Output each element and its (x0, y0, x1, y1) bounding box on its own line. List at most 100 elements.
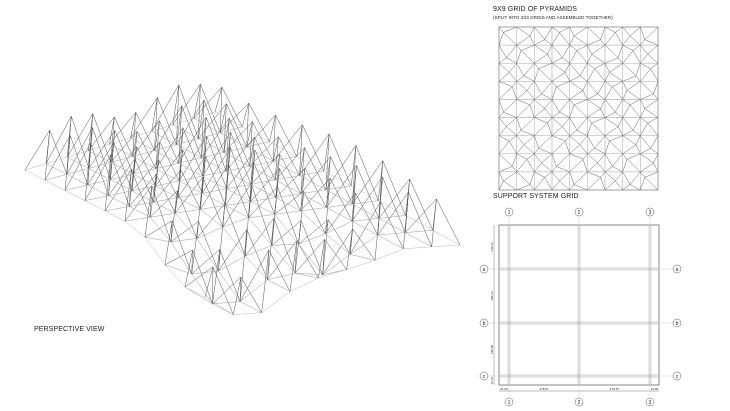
dimension-label: 150.58 (490, 345, 494, 355)
pyramid-plan-edge (640, 122, 648, 136)
pyramid-edge (225, 162, 255, 206)
column-label: 2 (578, 210, 581, 216)
pyramid-plan-edge (565, 63, 570, 73)
pyramid-edge (220, 103, 227, 133)
pyramid-plan-edge (544, 108, 553, 118)
pyramid-base-edge (175, 209, 201, 214)
column-label: 3 (649, 400, 652, 406)
pyramid-edge (201, 117, 230, 158)
pyramid-base-edge (44, 174, 67, 181)
pyramid-cell (622, 99, 641, 118)
pyramid-plan-edge (541, 81, 553, 95)
pyramid-edge (164, 249, 193, 266)
pyramid-plan-edge (526, 159, 535, 173)
pyramid-plan-edge (626, 159, 641, 173)
pyramid-base-edge (198, 132, 221, 139)
dimension-label: 140.13 (490, 242, 494, 252)
pyramid-plan-edge (509, 72, 517, 82)
pyramid-plan-edge (534, 177, 545, 191)
pyramid-edge (254, 149, 276, 198)
pyramid-edge (184, 266, 214, 288)
dimension-label: 21.00 (500, 387, 508, 391)
pyramid-plan-edge (604, 63, 610, 73)
pyramid-plan-edge (587, 148, 595, 154)
pyramid-base-edge (242, 126, 270, 142)
pyramid-plan-edge (587, 39, 601, 46)
pyramid-edge (329, 178, 353, 222)
pyramid-edge (110, 131, 138, 163)
pyramid-base-edge (84, 200, 106, 212)
pyramid-base-edge (226, 188, 251, 202)
pyramid-base-edge (172, 124, 199, 139)
pyramid-edge (154, 120, 160, 151)
pyramid-plan-edge (587, 122, 592, 136)
pyramid-plan-edge (609, 140, 623, 154)
pyramid-base-edge (151, 131, 177, 145)
pyramid-edge (296, 124, 303, 157)
pyramid-edge (299, 133, 330, 176)
pyramid-base-edge (164, 264, 186, 288)
pyramid-base-edge (432, 230, 461, 246)
pyramid-plan-edge (569, 117, 578, 131)
pyramid-plan-edge (551, 72, 566, 82)
pyramid-plan-edge (573, 171, 588, 185)
pyramid-base-edge (295, 272, 319, 279)
pyramid-plan-edge (622, 144, 637, 154)
pyramid-plan-edge (551, 126, 563, 136)
pyramid-edge (155, 149, 183, 187)
pyramid-edge (328, 219, 351, 255)
pyramid-plan-edge (556, 86, 570, 100)
pyramid-plan-edge (644, 26, 659, 40)
pyramid-plan-edge (538, 63, 553, 69)
row-marker (672, 264, 682, 274)
pyramid-cell (551, 117, 570, 136)
pyramid-base-edge (226, 170, 252, 185)
pyramid-edge (304, 147, 327, 190)
pyramid-base-edge (352, 221, 378, 236)
pyramid-plan-edge (632, 117, 641, 131)
pyramid-plan-edge (541, 153, 553, 164)
pyramid-plan-edge (579, 63, 588, 77)
pyramid-edge (201, 117, 207, 158)
pyramid-cell (569, 81, 588, 100)
pyramid-base-edge (176, 138, 199, 145)
pyramid-plan-edge (544, 26, 553, 40)
pyramid-edge (158, 159, 179, 198)
pyramid-edge (349, 192, 356, 255)
pyramid-edge (220, 102, 249, 133)
pyramid-base-edge (226, 165, 250, 172)
pyramid-base-edge (218, 256, 246, 272)
pyramid-edge (132, 120, 160, 157)
pyramid-edge (279, 168, 301, 212)
pyramid-cell (640, 171, 659, 191)
pyramid-plan-edge (591, 117, 606, 124)
pyramid-base-edge (132, 156, 156, 169)
pyramid-base-edge (405, 232, 432, 248)
pyramid-plan-edge (587, 81, 598, 95)
pyramid-base-edge (326, 207, 353, 222)
pyramid-plan-edge (551, 26, 560, 33)
pyramid-plan-edge (523, 144, 535, 154)
pyramid-plan-edge (503, 26, 517, 33)
row-label: b (676, 321, 679, 327)
pyramid-edge (198, 84, 201, 139)
pyramid-base-edge (66, 168, 89, 175)
pyramid-plan-edge (604, 81, 613, 87)
pyramid-plan-edge (600, 26, 606, 40)
pyramid-cell (640, 153, 659, 173)
pyramid-edge (178, 105, 182, 164)
pyramid-edge (182, 149, 203, 194)
pyramid-base-edge (274, 210, 301, 215)
pyramid-base-edge (295, 272, 323, 276)
pyramid-plan-edge (498, 32, 504, 46)
pyramid-plan-edge (640, 44, 648, 55)
pyramid-edge (300, 156, 331, 194)
pyramid-plan-edge (615, 180, 623, 191)
pyramid-cell (640, 44, 659, 64)
pyramid-base-edge (271, 245, 296, 274)
pyramid-edge (159, 141, 180, 182)
pyramid-base-edge (322, 269, 347, 275)
pyramid-plan-edge (569, 144, 581, 154)
pyramid-plan-edge (640, 148, 651, 154)
